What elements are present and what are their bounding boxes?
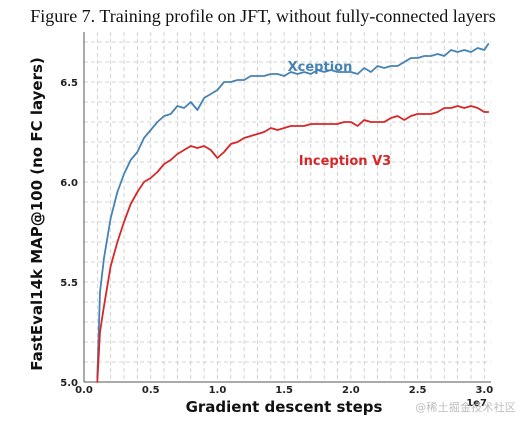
x-tick-label: 0.5 bbox=[142, 385, 160, 396]
y-tick-label: 6.5 bbox=[60, 78, 78, 89]
label-layer: 0.0 0.5 1.0 1.5 2.0 2.5 3.0 5.0 5.5 6.0 6.5 1e7 Grad… bbox=[28, 57, 493, 416]
series-line-xception bbox=[96, 43, 490, 379]
watermark-text: @稀土掘金技术社区 bbox=[415, 401, 516, 414]
y-tick-label: 5.0 bbox=[60, 378, 78, 389]
series-line-inception-v3 bbox=[96, 105, 490, 383]
x-axis-title: Gradient descent steps bbox=[186, 398, 383, 416]
y-tick-label: 6.0 bbox=[60, 178, 78, 189]
x-tick-label: 2.5 bbox=[409, 385, 427, 396]
x-tick-label: 2.0 bbox=[342, 385, 360, 396]
x-tick-label: 0.0 bbox=[75, 385, 93, 396]
axes-layer bbox=[83, 32, 491, 383]
y-tick-label: 5.5 bbox=[60, 278, 78, 289]
series-layer bbox=[96, 43, 490, 383]
x-tick-label: 1.0 bbox=[209, 385, 227, 396]
series-label-inception-v3: Inception V3 bbox=[299, 154, 391, 169]
y-axis-title: FastEval14k MAP@100 (no FC layers) bbox=[28, 57, 46, 370]
x-tick-label: 1.5 bbox=[275, 385, 293, 396]
x-offset-label: 1e7 bbox=[466, 398, 487, 409]
grid-layer bbox=[84, 32, 491, 382]
series-label-xception: Xception bbox=[288, 60, 353, 75]
figure-caption: Figure 7. Training profile on JFT, witho… bbox=[30, 6, 496, 26]
x-tick-label: 3.0 bbox=[475, 385, 493, 396]
